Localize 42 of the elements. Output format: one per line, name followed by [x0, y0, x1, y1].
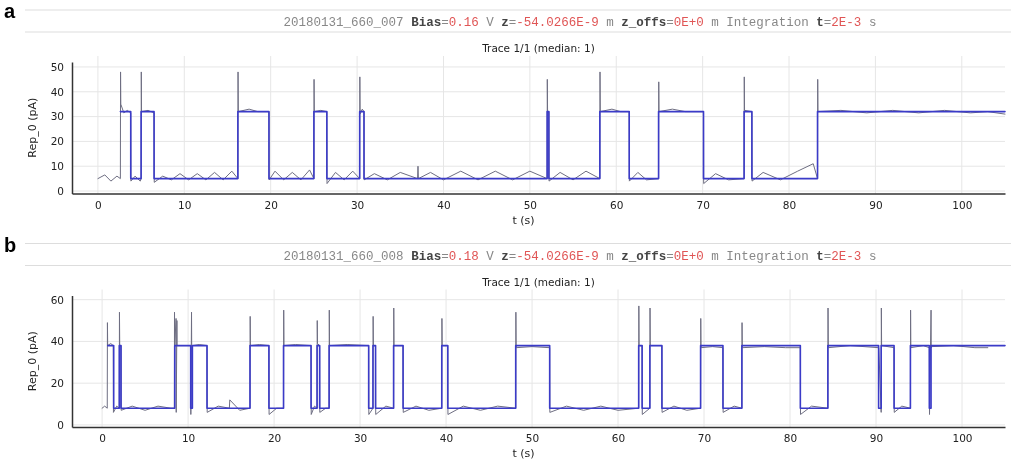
x-tick-label: 40: [439, 432, 454, 445]
chart-title: 20180131_660_008 Bias=0.18 V z=-54.0266E-9 m z_offs=0E+0 m Integration t=2E-3 s: [283, 249, 877, 264]
x-tick-label: 100: [952, 432, 973, 445]
y-tick-label: 50: [50, 60, 64, 73]
x-axis-title: t (s): [512, 213, 535, 227]
y-tick-label: 60: [50, 293, 64, 306]
chart-subtitle: Trace 1/1 (median: 1): [481, 275, 595, 288]
x-tick-label: 50: [523, 198, 538, 211]
chart-subtitle: Trace 1/1 (median: 1): [481, 42, 595, 54]
x-tick-label: 90: [869, 198, 883, 211]
x-tick-label: 20: [264, 198, 278, 211]
x-tick-label: 30: [353, 432, 368, 445]
y-axis-title: Rep_0 (pA): [26, 331, 39, 392]
x-tick-label: 90: [869, 432, 884, 445]
x-tick-label: 0: [99, 432, 106, 445]
x-tick-label: 60: [610, 198, 624, 211]
y-tick-label: 20: [50, 377, 64, 390]
text: b: [4, 233, 17, 256]
x-tick-label: 0: [95, 198, 102, 211]
text: a: [4, 0, 16, 22]
y-tick-label: 10: [50, 160, 64, 173]
x-tick-label: 40: [437, 198, 451, 211]
x-tick-label: 10: [181, 432, 196, 445]
y-tick-label: 40: [50, 335, 64, 348]
y-tick-label: 0: [57, 418, 64, 431]
x-tick-label: 30: [350, 198, 365, 211]
x-tick-label: 70: [696, 198, 710, 211]
y-axis-title: Rep_0 (pA): [26, 97, 39, 158]
y-tick-label: 30: [50, 110, 64, 123]
y-tick-label: 20: [50, 135, 64, 148]
x-tick-label: 100: [952, 198, 973, 211]
x-tick-label: 20: [267, 432, 282, 445]
x-tick-label: 60: [611, 432, 626, 445]
x-axis-title: t (s): [512, 447, 535, 460]
y-tick-label: 0: [57, 184, 64, 197]
x-tick-label: 50: [525, 432, 540, 445]
x-tick-label: 80: [783, 432, 798, 445]
chart-title: 20180131_660_007 Bias=0.16 V z=-54.0266E-9 m z_offs=0E+0 m Integration t=2E-3 s: [283, 16, 877, 30]
x-tick-label: 80: [782, 198, 797, 211]
x-tick-label: 70: [697, 432, 712, 445]
x-tick-label: 10: [178, 198, 192, 211]
y-tick-label: 40: [50, 85, 64, 98]
